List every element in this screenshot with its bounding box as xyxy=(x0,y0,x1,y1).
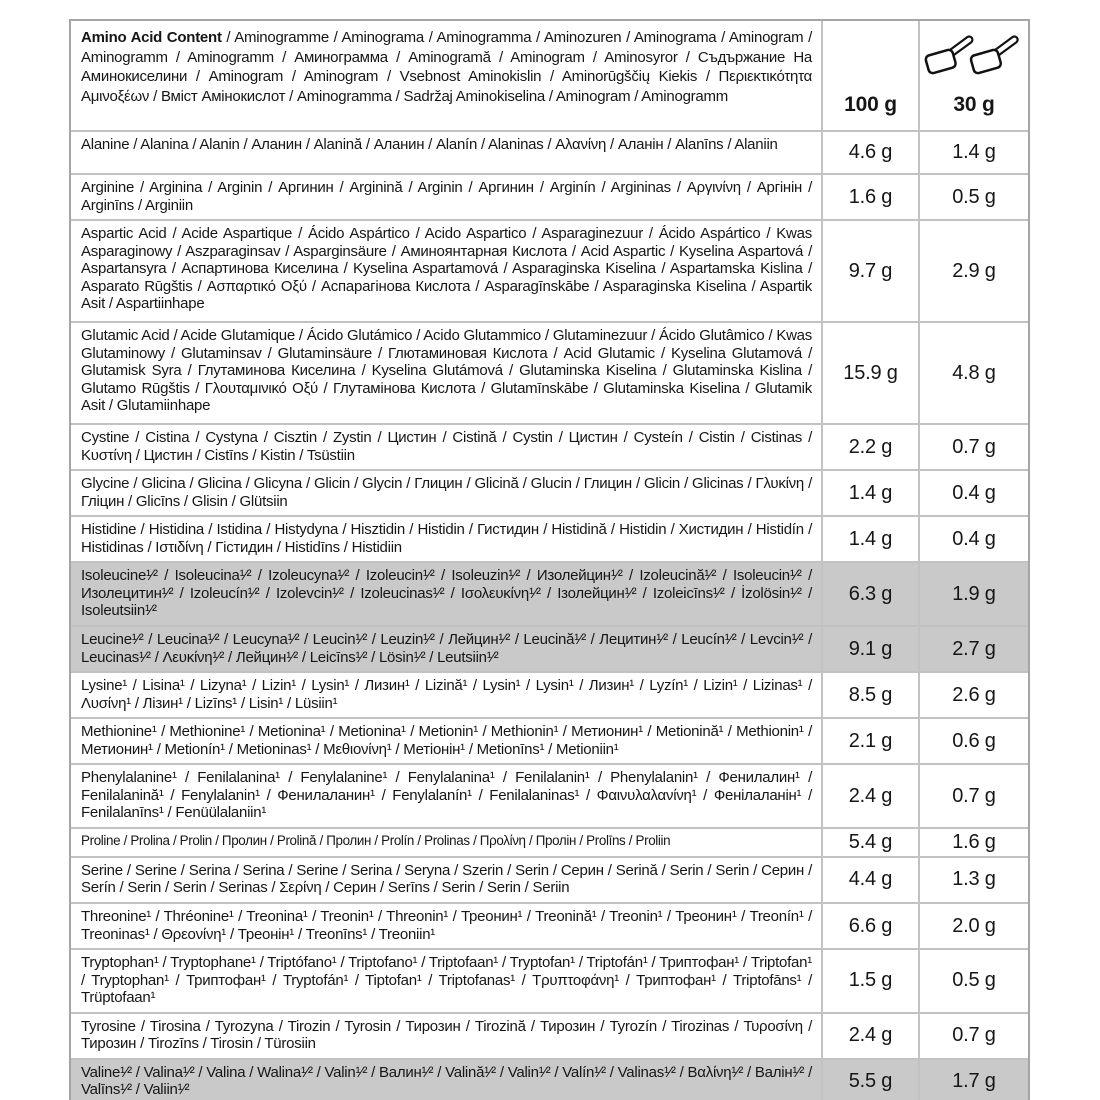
value-per-30g: 0.4 g xyxy=(952,527,996,550)
amino-acid-names: Glutamic Acid / Acide Glutamique / Ácido… xyxy=(71,323,823,424)
value-per-100g: 6.3 g xyxy=(823,563,920,626)
value-per-100g: 5.4 g xyxy=(823,828,920,856)
value-per-30g: 0.7 g xyxy=(952,435,996,458)
amino-acid-names: Phenylalanine¹ / Fenilalanina¹ / Fenylal… xyxy=(71,765,823,827)
amino-acid-names: Valine¹⁄² / Valina¹⁄² / Valina / Walina¹… xyxy=(71,1059,823,1100)
value-per-30g: 2.0 g xyxy=(952,914,996,937)
value-per-30g: 0.6 g xyxy=(952,729,996,752)
value-per-30g: 0.5 g xyxy=(952,185,996,208)
value-per-30g: 0.4 g xyxy=(952,481,996,504)
value-per-100g: 9.1 g xyxy=(823,627,920,672)
value-per-30g: 1.6 g xyxy=(952,830,996,853)
table-row-glycine: Glycine / Glicina / Glicina / Glicyna / … xyxy=(71,471,1028,518)
value-per-30g: 1.4 g xyxy=(952,141,996,163)
table-row-cystine: Cystine / Cistina / Cystyna / Cisztin / … xyxy=(71,425,1028,472)
table-row-isoleucine: Isoleucine¹⁄² / Isoleucina¹⁄² / Izoleucy… xyxy=(71,563,1028,628)
value-per-100g: 1.4 g xyxy=(823,517,920,562)
table-row-leucine: Leucine¹⁄² / Leucina¹⁄² / Leucyna¹⁄² / L… xyxy=(71,627,1028,674)
value-per-100g: 5.5 g xyxy=(823,1059,920,1100)
value-per-30g: 2.7 g xyxy=(952,637,996,660)
value-per-100g: 4.6 g xyxy=(823,132,920,173)
amino-acid-names: Cystine / Cistina / Cystyna / Cisztin / … xyxy=(71,425,823,470)
value-per-100g: 1.4 g xyxy=(823,471,920,516)
amino-acid-names: Leucine¹⁄² / Leucina¹⁄² / Leucyna¹⁄² / L… xyxy=(71,627,823,672)
amino-acid-names: Serine / Serine / Serina / Serina / Seri… xyxy=(71,857,823,903)
value-per-100g: 9.7 g xyxy=(823,221,920,322)
column-header-30g: 30 g xyxy=(920,21,1028,130)
amino-acid-names: Arginine / Arginina / Arginin / Аргинин … xyxy=(71,175,823,220)
amino-acid-table: Amino Acid Content / Aminogramme / Amino… xyxy=(69,19,1030,1100)
amino-acid-names: Methionine¹ / Methionine¹ / Metionina¹ /… xyxy=(71,719,823,764)
table-row-serine: Serine / Serine / Serina / Serina / Seri… xyxy=(71,857,1028,905)
value-per-100g: 8.5 g xyxy=(823,673,920,718)
table-row-phenylalanine: Phenylalanine¹ / Fenilalanina¹ / Fenylal… xyxy=(71,765,1028,829)
column-header-100g: 100 g xyxy=(823,21,920,130)
value-per-30g: 1.7 g xyxy=(952,1070,996,1093)
table-title-bold: Amino Acid Content xyxy=(81,29,222,46)
table-row-alanine: Alanine / Alanina / Alanin / Аланин / Al… xyxy=(71,132,1028,175)
amino-acid-names: Glycine / Glicina / Glicina / Glicyna / … xyxy=(71,471,823,516)
table-row-histidine: Histidine / Histidina / Istidina / Histy… xyxy=(71,517,1028,564)
table-row-valine: Valine¹⁄² / Valina¹⁄² / Valina / Walina¹… xyxy=(71,1059,1028,1100)
value-per-30g: 2.6 g xyxy=(952,683,996,706)
value-per-100g: 6.6 g xyxy=(823,904,920,949)
amino-acid-names: Tyrosine / Tirosina / Tyrozyna / Tirozin… xyxy=(71,1013,823,1058)
value-per-30g: 1.3 g xyxy=(952,868,996,891)
value-per-30g: 4.8 g xyxy=(952,361,996,384)
scoop-icon xyxy=(924,35,1019,75)
column-header-30g-label: 30 g xyxy=(953,93,995,116)
value-per-100g: 2.2 g xyxy=(823,425,920,470)
value-per-100g: 2.4 g xyxy=(823,1013,920,1058)
value-per-100g: 1.6 g xyxy=(823,175,920,220)
value-per-30g: 0.5 g xyxy=(952,969,996,992)
table-title: Amino Acid Content / Aminogramme / Amino… xyxy=(71,21,823,130)
table-row-lysine: Lysine¹ / Lisina¹ / Lizyna¹ / Lizin¹ / L… xyxy=(71,673,1028,720)
amino-acid-names: Tryptophan¹ / Tryptophane¹ / Triptófano¹… xyxy=(71,950,823,1012)
table-row-tryptophan: Tryptophan¹ / Tryptophane¹ / Triptófano¹… xyxy=(71,950,1028,1014)
column-header-100g-label: 100 g xyxy=(844,93,897,116)
value-per-100g: 2.4 g xyxy=(823,765,920,827)
table-header-row: Amino Acid Content / Aminogramme / Amino… xyxy=(71,21,1028,132)
value-per-30g: 0.7 g xyxy=(952,784,996,807)
table-row-proline: Proline / Prolina / Prolin / Пролин / Pr… xyxy=(71,828,1028,858)
amino-acid-names: Alanine / Alanina / Alanin / Аланин / Al… xyxy=(71,132,823,173)
value-per-100g: 15.9 g xyxy=(823,323,920,424)
value-per-30g: 2.9 g xyxy=(952,259,996,282)
value-per-30g: 1.9 g xyxy=(952,582,996,605)
value-per-100g: 2.1 g xyxy=(823,719,920,764)
table-row-aspartic-acid: Aspartic Acid / Acide Aspartique / Ácido… xyxy=(71,221,1028,324)
amino-acid-names: Threonine¹ / Thréonine¹ / Treonina¹ / Tr… xyxy=(71,904,823,949)
table-row-threonine: Threonine¹ / Thréonine¹ / Treonina¹ / Tr… xyxy=(71,904,1028,951)
amino-acid-names: Histidine / Histidina / Istidina / Histy… xyxy=(71,517,823,562)
table-title-translations: / Aminogramme / Aminograma / Aminogramma… xyxy=(81,29,812,105)
amino-acid-names: Lysine¹ / Lisina¹ / Lizyna¹ / Lizin¹ / L… xyxy=(71,673,823,718)
value-per-100g: 1.5 g xyxy=(823,950,920,1012)
amino-acid-names: Proline / Prolina / Prolin / Пролин / Pr… xyxy=(71,828,823,856)
table-row-methionine: Methionine¹ / Methionine¹ / Metionina¹ /… xyxy=(71,719,1028,766)
table-row-tyrosine: Tyrosine / Tirosina / Tyrozyna / Tirozin… xyxy=(71,1013,1028,1060)
table-row-glutamic-acid: Glutamic Acid / Acide Glutamique / Ácido… xyxy=(71,323,1028,426)
amino-acid-names: Aspartic Acid / Acide Aspartique / Ácido… xyxy=(71,221,823,322)
amino-acid-names: Isoleucine¹⁄² / Isoleucina¹⁄² / Izoleucy… xyxy=(71,563,823,626)
value-per-30g: 0.7 g xyxy=(952,1024,996,1047)
table-row-arginine: Arginine / Arginina / Arginin / Аргинин … xyxy=(71,175,1028,222)
value-per-100g: 4.4 g xyxy=(823,857,920,903)
